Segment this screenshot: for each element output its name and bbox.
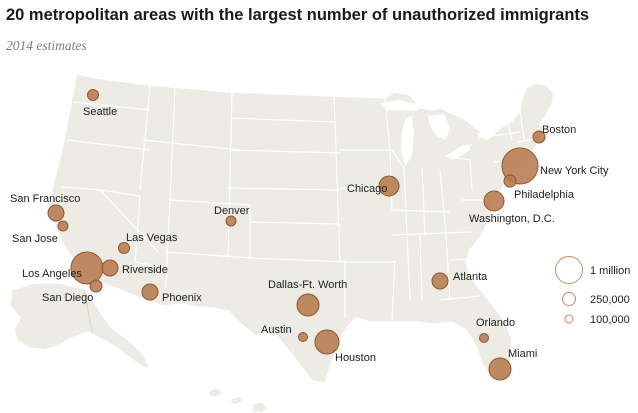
lake-michigan bbox=[401, 116, 414, 166]
metro-las-vegas: Las Vegas bbox=[118, 232, 178, 254]
label-new-york-city: New York City bbox=[540, 165, 609, 177]
legend-label-100000: 100,000 bbox=[590, 314, 630, 326]
label-san-diego: San Diego bbox=[42, 292, 93, 304]
metro-riverside: Riverside bbox=[101, 259, 168, 277]
bubble-orlando bbox=[479, 333, 489, 343]
metro-houston: Houston bbox=[314, 329, 376, 364]
hawaii-outline bbox=[207, 387, 269, 413]
label-orlando: Orlando bbox=[476, 317, 515, 329]
metro-san-jose: San Jose bbox=[12, 220, 69, 245]
label-washington-dc: Washington, D.C. bbox=[469, 213, 555, 225]
bubble-seattle bbox=[87, 89, 99, 101]
bubble-washington-dc bbox=[483, 190, 505, 212]
bubble-san-jose bbox=[57, 220, 69, 232]
label-atlanta: Atlanta bbox=[453, 271, 488, 283]
bubble-san-diego bbox=[89, 279, 103, 293]
metro-orlando: Orlando bbox=[476, 317, 515, 343]
label-dallas-ft-worth: Dallas-Ft. Worth bbox=[268, 279, 347, 291]
metro-los-angeles: Los Angeles bbox=[22, 251, 104, 285]
label-phoenix: Phoenix bbox=[162, 292, 202, 304]
legend-circle-100000 bbox=[564, 314, 574, 324]
label-los-angeles: Los Angeles bbox=[22, 268, 82, 280]
lake-huron bbox=[428, 114, 450, 140]
metro-new-york-city: New York City bbox=[501, 147, 609, 185]
metro-dallas-ft-worth: Dallas-Ft. Worth bbox=[268, 279, 347, 317]
bubble-boston bbox=[532, 130, 546, 144]
metro-chicago: Chicago bbox=[347, 175, 400, 197]
metro-washington-dc: Washington, D.C. bbox=[469, 190, 555, 225]
map-subtitle: 2014 estimates bbox=[6, 38, 87, 53]
metro-miami: Miami bbox=[488, 348, 537, 381]
metro-philadelphia: Philadelphia bbox=[503, 174, 575, 201]
label-chicago: Chicago bbox=[347, 183, 387, 195]
metro-atlanta: Atlanta bbox=[431, 271, 488, 290]
legend-label-250000: 250,000 bbox=[590, 294, 630, 306]
label-san-francisco: San Francisco bbox=[10, 193, 80, 205]
metro-austin: Austin bbox=[261, 324, 308, 342]
bubble-chicago bbox=[378, 175, 400, 197]
label-austin: Austin bbox=[261, 324, 292, 336]
legend-circle-250000 bbox=[562, 292, 576, 306]
metro-boston: Boston bbox=[532, 124, 576, 144]
label-miami: Miami bbox=[508, 348, 537, 360]
bubble-san-francisco bbox=[47, 204, 65, 222]
metro-san-diego: San Diego bbox=[42, 279, 103, 304]
bubble-philadelphia bbox=[503, 174, 517, 188]
lake-superior bbox=[380, 100, 424, 111]
alaska-borders bbox=[83, 288, 93, 333]
label-denver: Denver bbox=[214, 205, 250, 217]
label-riverside: Riverside bbox=[122, 264, 168, 276]
metro-phoenix: Phoenix bbox=[141, 283, 202, 304]
label-houston: Houston bbox=[335, 352, 376, 364]
state-borders bbox=[61, 84, 541, 323]
bubble-houston bbox=[314, 329, 340, 355]
legend-circle-1-million bbox=[555, 256, 583, 284]
alaska-outline bbox=[9, 282, 152, 372]
map-title: 20 metropolitan areas with the largest n… bbox=[6, 6, 590, 24]
metro-seattle: Seattle bbox=[83, 89, 117, 118]
label-philadelphia: Philadelphia bbox=[514, 189, 575, 201]
lake-ontario bbox=[476, 130, 496, 139]
bubble-las-vegas bbox=[118, 242, 130, 254]
bubble-atlanta bbox=[431, 272, 449, 290]
bubble-phoenix bbox=[141, 283, 159, 301]
bubble-austin bbox=[298, 332, 308, 342]
contiguous-us-outline bbox=[49, 73, 555, 384]
bubble-riverside bbox=[101, 259, 119, 277]
bubble-dallas-ft-worth bbox=[296, 293, 320, 317]
metro-denver: Denver bbox=[214, 205, 250, 227]
label-las-vegas: Las Vegas bbox=[126, 232, 178, 244]
legend-label-1-million: 1 million bbox=[590, 265, 630, 277]
size-legend: 1 million 250,000 100,000 bbox=[555, 256, 630, 326]
label-san-jose: San Jose bbox=[12, 233, 58, 245]
metro-san-francisco: San Francisco bbox=[10, 193, 80, 222]
lake-erie bbox=[446, 144, 472, 160]
land-layer bbox=[9, 73, 555, 413]
label-boston: Boston bbox=[542, 124, 576, 136]
bubble-denver bbox=[225, 215, 237, 227]
metro-bubbles: New York City Los Angeles Houston Dallas… bbox=[10, 89, 609, 381]
label-seattle: Seattle bbox=[83, 106, 117, 118]
bubble-miami bbox=[488, 357, 512, 381]
